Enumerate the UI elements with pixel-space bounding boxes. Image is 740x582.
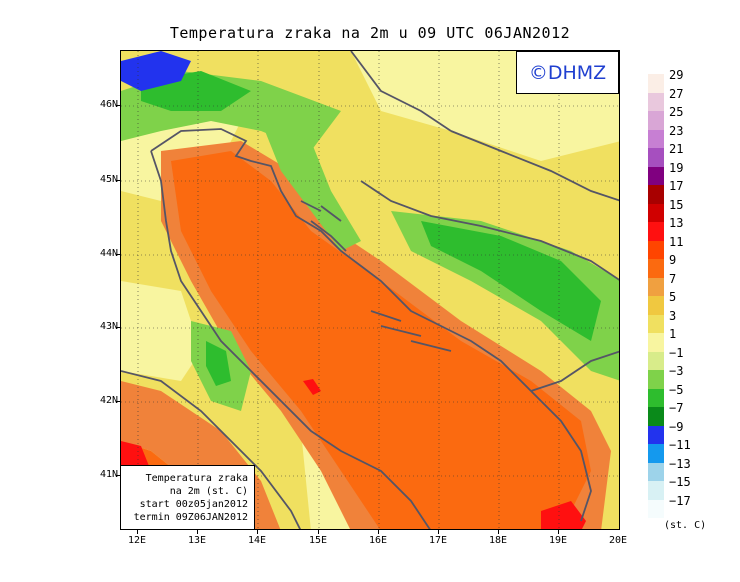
lon-label-14e: 14E (247, 535, 267, 546)
lat-label-41n: 41N (99, 469, 118, 480)
red-warm-spot-center (303, 379, 321, 395)
legend-color-box (648, 148, 664, 167)
legend-color-box (648, 129, 664, 148)
legend-color-box (648, 407, 664, 426)
legend-color-box (648, 111, 664, 130)
legend-color-box (648, 259, 664, 278)
dhmz-logo: ©DHMZ (516, 51, 619, 94)
lat-label-46n: 46N (99, 99, 118, 110)
lon-tick (558, 530, 559, 534)
legend-label: −7 (669, 401, 684, 415)
legend-color-box (648, 203, 664, 222)
green-bosnia-core (421, 221, 601, 341)
legend-label: 5 (669, 290, 677, 304)
lat-label-43n: 43N (99, 321, 118, 332)
legend-label: −3 (669, 364, 684, 378)
lat-label-45n: 45N (99, 174, 118, 185)
legend-label: 19 (669, 160, 684, 175)
temperature-field (121, 51, 619, 529)
sea-warm (171, 151, 591, 529)
red-warm-spot-south (541, 501, 586, 529)
lon-label-18e: 18E (488, 535, 508, 546)
lat-tick (116, 180, 120, 181)
lon-label-20e: 20E (608, 535, 628, 546)
legend-color-box (648, 425, 664, 444)
legend-label: 15 (669, 197, 684, 212)
lon-label-16e: 16E (368, 535, 388, 546)
lat-tick (116, 254, 120, 255)
legend-color-box (648, 388, 664, 407)
legend-color-box (648, 296, 664, 315)
lat-tick (116, 475, 120, 476)
coastlines (121, 51, 619, 529)
legend-color-box (648, 462, 664, 481)
lon-label-17e: 17E (428, 535, 448, 546)
lon-tick (438, 530, 439, 534)
legend-label: 13 (669, 216, 684, 230)
legend-color-box (648, 314, 664, 333)
lon-label-15e: 15E (308, 535, 328, 546)
lat-tick (116, 401, 120, 402)
lat-tick (116, 105, 120, 106)
legend-color-box (648, 481, 664, 500)
lon-tick (197, 530, 198, 534)
lat-tick (116, 327, 120, 328)
legend-label: −1 (669, 345, 684, 360)
info-line-2: na 2m (st. C) (169, 485, 248, 497)
info-line-4: termin 09Z06JAN2012 (133, 511, 248, 523)
legend-label: −17 (669, 493, 691, 508)
legend-label: 23 (669, 123, 684, 138)
legend-label: 21 (669, 142, 684, 156)
lon-tick (498, 530, 499, 534)
legend-color-box (648, 333, 664, 352)
legend-label: 27 (669, 86, 684, 101)
lon-label-19e: 19E (548, 535, 568, 546)
legend-color-box (648, 277, 664, 296)
legend-color-box (648, 92, 664, 111)
blue-cold-spot (121, 51, 191, 91)
land-light-italy (121, 281, 201, 381)
legend-color-box (648, 166, 664, 185)
legend-color-box (648, 222, 664, 241)
legend-color-box (648, 444, 664, 463)
info-line-3: start 00z05jan2012 (139, 498, 248, 510)
legend-color-box (648, 74, 664, 93)
lon-tick (137, 530, 138, 534)
lon-tick (378, 530, 379, 534)
legend-label: −9 (669, 419, 684, 434)
lon-tick (257, 530, 258, 534)
legend-label: −11 (669, 438, 691, 452)
legend-label: 1 (669, 327, 677, 341)
lon-label-13e: 13E (187, 535, 207, 546)
legend-color-box (648, 370, 664, 389)
legend-color-box (648, 499, 664, 518)
legend-label: 29 (669, 68, 684, 82)
legend-label: 3 (669, 308, 677, 323)
info-line-1: Temperatura zraka (145, 472, 248, 484)
legend-color-box (648, 185, 664, 204)
temperature-map (120, 50, 620, 530)
legend-color-box (648, 351, 664, 370)
info-box: Temperatura zraka na 2m (st. C) start 00… (121, 465, 255, 529)
legend-label: 17 (669, 179, 684, 193)
legend-label: −13 (669, 456, 691, 471)
legend-color-box (648, 240, 664, 259)
legend-label: −5 (669, 382, 684, 397)
lat-label-42n: 42N (99, 395, 118, 406)
legend-label: 9 (669, 253, 677, 267)
legend-label: 11 (669, 234, 684, 249)
legend-unit: (st. C) (664, 520, 707, 531)
map-title: Temperatura zraka na 2m u 09 UTC 06JAN20… (169, 24, 571, 42)
gridlines (121, 51, 619, 529)
green-croatia-coast (261, 121, 361, 251)
green-italy-core (206, 341, 231, 386)
lon-tick (318, 530, 319, 534)
lon-label-12e: 12E (127, 535, 147, 546)
lat-label-44n: 44N (99, 248, 118, 259)
legend-label: 25 (669, 105, 684, 119)
legend-label: −15 (669, 475, 691, 489)
legend-label: 7 (669, 271, 677, 286)
